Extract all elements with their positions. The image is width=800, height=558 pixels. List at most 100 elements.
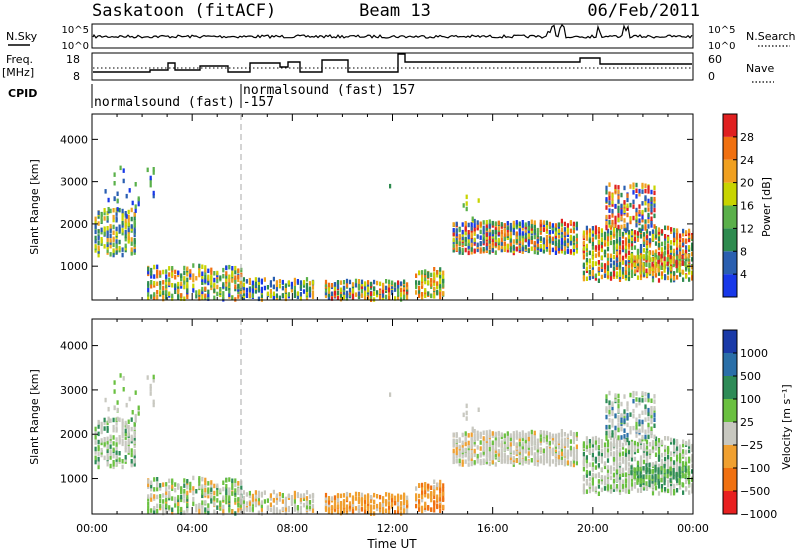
power-cell-1341 bbox=[575, 233, 578, 239]
velocity-cell-164 bbox=[133, 430, 136, 436]
velocity-cell-313 bbox=[189, 481, 192, 487]
power-cell-358 bbox=[207, 274, 210, 280]
velocity-cell-1089 bbox=[512, 433, 515, 439]
velocity-cell-2069 bbox=[639, 482, 642, 487]
velocity-cell-410 bbox=[228, 490, 231, 496]
velocity-cell-1822 bbox=[679, 485, 682, 490]
velocity-cell-2072 bbox=[639, 473, 642, 479]
power-cell-824 bbox=[436, 270, 439, 275]
velocity-cell-314 bbox=[192, 501, 195, 507]
power-cell-701 bbox=[382, 295, 385, 301]
velocity-cell-722 bbox=[391, 504, 394, 509]
power-cell-36 bbox=[103, 244, 106, 249]
velocity-cell-205 bbox=[147, 496, 150, 502]
velocity-cell-1598 bbox=[630, 474, 634, 480]
velocity-cell-392 bbox=[222, 495, 225, 500]
velocity-cell-836 bbox=[439, 479, 442, 485]
velocity-cell-1063 bbox=[506, 442, 509, 448]
velocity-cell-2068 bbox=[636, 466, 639, 472]
power-cell-39 bbox=[103, 231, 106, 236]
power-cell-472 bbox=[251, 293, 254, 298]
power-cell-1085 bbox=[512, 239, 515, 244]
velocity-cell-701 bbox=[382, 509, 385, 514]
velocity-cell-277 bbox=[177, 501, 180, 506]
power-cell-1289 bbox=[560, 218, 563, 224]
velocity-cell-1751 bbox=[664, 487, 667, 492]
velocity-cell-422 bbox=[234, 500, 237, 505]
velocity-cell-1705 bbox=[651, 445, 655, 450]
power-cell-2079 bbox=[642, 254, 645, 259]
power-cell-1168 bbox=[533, 249, 536, 255]
velocity-cell-15 bbox=[97, 452, 100, 457]
power-cell-572 bbox=[311, 294, 315, 299]
power-cell-1679 bbox=[645, 229, 649, 234]
power-cell-404 bbox=[228, 292, 231, 297]
power-cell-311 bbox=[189, 275, 192, 280]
velocity-cell-1288 bbox=[560, 432, 563, 437]
power-cell-792 bbox=[427, 291, 430, 296]
velocity-cell-283 bbox=[180, 510, 183, 515]
power-cell-1928 bbox=[614, 184, 617, 190]
power-cell-646 bbox=[354, 283, 358, 288]
power-cell-581 bbox=[324, 288, 328, 293]
velocity-cell-730 bbox=[394, 500, 397, 506]
power-cell-2115 bbox=[663, 268, 666, 273]
velocity-cell-1130 bbox=[521, 430, 524, 435]
power-cell-962 bbox=[482, 233, 485, 238]
power-cell-2123 bbox=[666, 261, 669, 266]
power-cell-185 bbox=[125, 193, 128, 199]
velocity-cell-2085 bbox=[645, 463, 648, 468]
nsearch-tick-top: 10^5 bbox=[708, 25, 735, 36]
power-cell-1814 bbox=[676, 255, 679, 260]
power-cell-2057 bbox=[630, 253, 633, 258]
power-cell-1048 bbox=[503, 241, 506, 246]
power-cell-2114 bbox=[660, 254, 663, 259]
power-cell-999 bbox=[491, 237, 494, 242]
velocity-cell-928 bbox=[470, 436, 473, 442]
velocity-cell-1800 bbox=[673, 460, 676, 465]
velocity-cell-2020 bbox=[644, 391, 647, 397]
power-cell-176 bbox=[113, 172, 116, 177]
power-cell-1228 bbox=[548, 250, 551, 255]
power-cell-1604 bbox=[630, 245, 634, 251]
power-cell-1933 bbox=[617, 213, 620, 218]
velocity-cell-1667 bbox=[645, 485, 649, 490]
power-cell-844 bbox=[442, 274, 445, 279]
power-cell-720 bbox=[388, 282, 391, 287]
power-cell-1532 bbox=[618, 268, 622, 274]
power-cell-1891 bbox=[605, 220, 608, 225]
velocity-cell-990 bbox=[488, 438, 491, 443]
velocity-cell-322 bbox=[198, 510, 201, 515]
velocity-cell-705 bbox=[382, 498, 385, 504]
velocity-cell-2116 bbox=[663, 477, 666, 483]
power-cell-798 bbox=[427, 271, 430, 276]
power-cell-116 bbox=[124, 243, 127, 249]
velocity-cell-483 bbox=[257, 510, 260, 516]
velocity-cell-185 bbox=[125, 402, 128, 408]
cpid-strip: CPID normalsound (fast) -157 normalsound… bbox=[8, 83, 415, 110]
velocity-cell-1338 bbox=[575, 454, 578, 460]
power-cell-761 bbox=[415, 290, 418, 295]
velocity-cell-1809 bbox=[676, 480, 679, 486]
velocity-cell-564 bbox=[305, 501, 309, 506]
velocity-cell-1136 bbox=[524, 448, 527, 453]
power-cell-847 bbox=[452, 248, 455, 253]
velocity-cell-779 bbox=[421, 485, 424, 491]
power-cell-44 bbox=[103, 208, 106, 213]
power-cell-1019 bbox=[494, 225, 497, 230]
velocity-cell-676 bbox=[367, 499, 370, 504]
velocity-cell-224 bbox=[156, 508, 159, 514]
power-cell-1670 bbox=[645, 248, 649, 253]
velocity-cell-243 bbox=[165, 508, 168, 514]
velocity-cell-46 bbox=[106, 460, 109, 465]
power-cell-1804 bbox=[673, 236, 676, 241]
power-cell-1377 bbox=[585, 243, 588, 249]
velocity-cell-883 bbox=[458, 444, 461, 450]
velocity-cell-1930 bbox=[617, 435, 620, 440]
power-cell-181 bbox=[119, 165, 122, 171]
velocity-cell-511 bbox=[272, 489, 275, 495]
velocity-cell-1665 bbox=[642, 442, 646, 448]
power-cell-589 bbox=[327, 289, 331, 294]
nave-tick-bottom: 0 bbox=[708, 70, 715, 83]
